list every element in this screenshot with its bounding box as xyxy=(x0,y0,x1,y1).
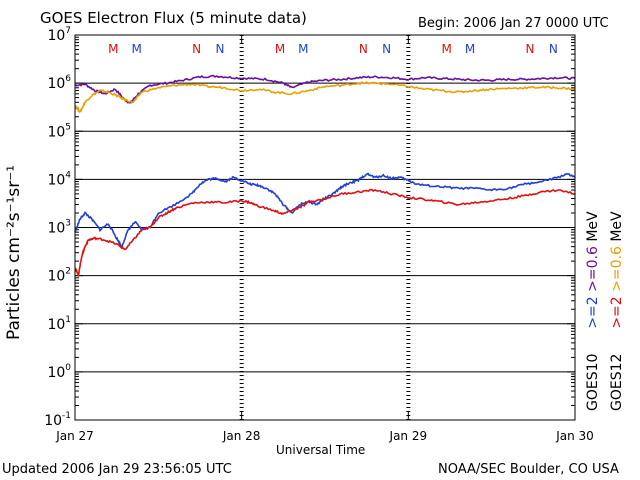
legend-goes10-unit: MeV xyxy=(585,211,601,242)
series-line xyxy=(74,188,576,277)
y-tick-label: 103 xyxy=(47,219,71,237)
legend-goes12-ge2: >=2 xyxy=(609,296,625,329)
magnetopause-marker: M xyxy=(298,42,308,56)
y-axis-title: Particles cm⁻²s⁻¹sr⁻¹ xyxy=(4,164,24,340)
credit-text: NOAA/SEC Boulder, CO USA xyxy=(438,462,619,477)
magnetopause-marker: N xyxy=(549,42,558,56)
legend-goes10-label: GOES10 xyxy=(585,353,601,411)
magnetopause-marker: N xyxy=(359,42,368,56)
y-tick-label: 101 xyxy=(47,315,71,333)
magnetopause-marker: N xyxy=(382,42,391,56)
y-tick-label: 107 xyxy=(47,26,71,44)
y-tick-label: 104 xyxy=(47,170,71,188)
x-tick-label: Jan 27 xyxy=(55,429,94,443)
magnetopause-marker: M xyxy=(131,42,141,56)
magnetopause-marker: M xyxy=(275,42,285,56)
magnetopause-marker: M xyxy=(465,42,475,56)
y-axis-title-text: Particles cm⁻²s⁻¹sr⁻¹ xyxy=(4,164,24,340)
series-lines xyxy=(74,74,576,277)
begin-time: Begin: 2006 Jan 27 0000 UTC xyxy=(418,16,609,31)
magnetopause-marker: N xyxy=(216,42,225,56)
legend-goes12-ge06: >=0.6 xyxy=(609,246,625,292)
magnetopause-marker: M xyxy=(441,42,451,56)
x-tick-labels: Jan 27 Jan 28 Jan 29 Jan 30 xyxy=(55,429,594,443)
legend-goes12-unit: MeV xyxy=(609,211,625,242)
legend-goes12: GOES12 >=2 >=0.6 MeV xyxy=(609,211,625,411)
y-tick-label: 105 xyxy=(47,122,71,140)
chart-title: GOES Electron Flux (5 minute data) xyxy=(40,9,307,27)
x-tick-label: Jan 30 xyxy=(555,429,594,443)
x-tick-label: Jan 29 xyxy=(389,429,428,443)
grid-lines xyxy=(74,34,576,421)
series-line xyxy=(74,74,576,104)
y-tick-label: 100 xyxy=(47,363,71,381)
y-tick-label: 10-1 xyxy=(44,411,71,429)
plot-frame xyxy=(74,34,576,421)
legend-goes10-ge06: >=0.6 xyxy=(585,246,601,292)
magnetopause-marker: M xyxy=(108,42,118,56)
updated-timestamp: Updated 2006 Jan 29 23:56:05 UTC xyxy=(2,462,232,477)
legend-goes12-label: GOES12 xyxy=(609,353,625,411)
series-line xyxy=(74,172,576,249)
y-tick-label: 102 xyxy=(47,267,71,285)
series-line xyxy=(74,81,576,114)
legend-goes10: GOES10 >=2 >=0.6 MeV xyxy=(585,211,601,411)
x-tick-label: Jan 28 xyxy=(222,429,261,443)
magnetopause-marker: N xyxy=(526,42,535,56)
magnetopause-marker: N xyxy=(192,42,201,56)
y-tick-label: 106 xyxy=(47,74,71,92)
x-axis-title: Universal Time xyxy=(276,443,366,457)
legend-goes10-ge2: >=2 xyxy=(585,296,601,329)
y-tick-labels: 107 106 105 104 103 102 101 100 10-1 xyxy=(44,26,71,429)
